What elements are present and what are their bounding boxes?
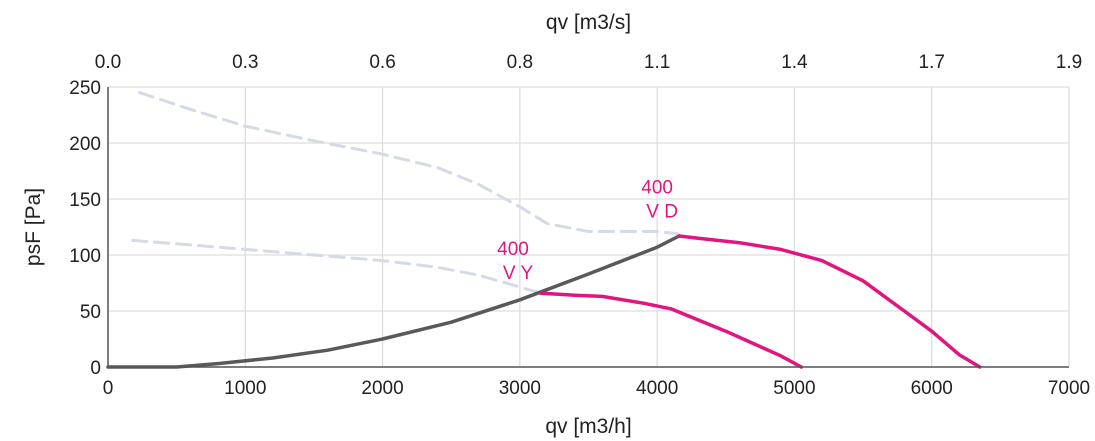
x2-tick-label: 1.9 [1056,52,1082,73]
x2-tick-label: 0.6 [369,52,395,73]
x2-tick-label: 1.1 [644,52,670,73]
x-tick-label: 1000 [224,378,266,399]
x-tick-label: 2000 [361,378,403,399]
x-tick-label: 3000 [499,378,541,399]
y-tick-label: 150 [69,190,101,211]
curve-label-line1: 400 [497,239,529,260]
y-tick-label: 0 [90,358,101,379]
series-layer [106,91,982,369]
x2-tick-label: 1.7 [919,52,945,73]
series-line-fan-3 [677,234,982,369]
series-line-fan-4 [538,291,804,369]
x2-tick-label: 0.0 [95,52,121,73]
x-tick-label: 7000 [1048,378,1090,399]
y-tick-label: 50 [80,302,101,323]
series-line-dashed-1 [131,238,542,295]
x2-tick-label: 0.8 [507,52,533,73]
axes [107,87,1069,368]
curve-label-line1: 400 [641,177,673,198]
y-tick-label: 200 [69,134,101,155]
curve-label-line2: V Y [503,263,534,284]
x-tick-label: 6000 [911,378,953,399]
x-tick-label: 5000 [773,378,815,399]
x-tick-label: 4000 [636,378,678,399]
grid-lines [107,86,1070,368]
x2-tick-label: 1.4 [781,52,808,73]
y-axis-label: psF [Pa] [22,188,45,266]
series-line-system-2 [106,234,681,369]
y-tick-label: 250 [69,78,101,99]
series-line-dashed-0 [138,91,680,236]
y-tick-label: 100 [69,246,101,267]
bottom-axis-label: qv [m3/h] [545,415,631,438]
curve-label-line2: V D [646,201,678,222]
top-axis-label: qv [m3/s] [546,11,631,34]
x2-tick-label: 0.3 [232,52,258,73]
curve-labels: 400 V D 400 V Y [497,177,678,284]
x-tick-label: 0 [103,378,114,399]
